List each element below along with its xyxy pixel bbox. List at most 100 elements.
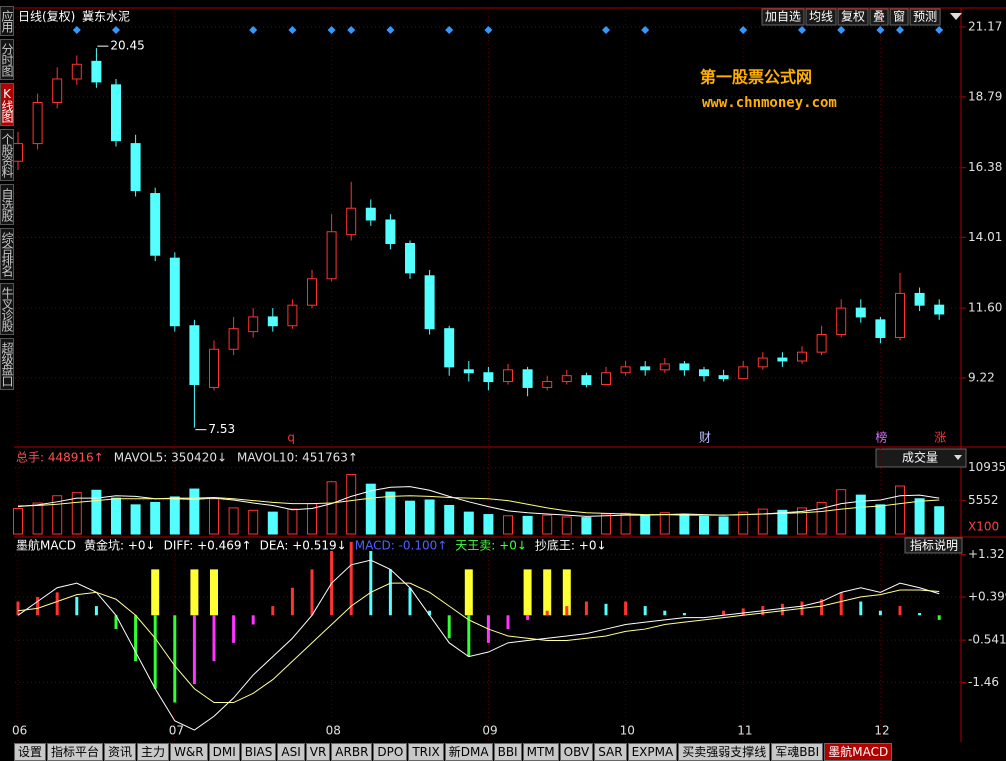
candle-body <box>542 381 553 388</box>
indicator-tab[interactable]: OBV <box>559 743 594 761</box>
sidebar-tab[interactable]: 分时图 <box>0 39 14 80</box>
indicator-tab[interactable]: BBI <box>493 743 522 761</box>
toolbar-button[interactable] <box>869 8 889 26</box>
indicator-tab[interactable]: ASI <box>277 743 305 761</box>
candle-body <box>228 328 239 350</box>
indicator-tab[interactable]: BIAS <box>240 743 277 761</box>
toolbar-button-label[interactable]: 加自选 <box>765 10 801 24</box>
signal-diamond <box>641 26 650 34</box>
menu-arrow[interactable] <box>950 13 962 20</box>
volume-bar <box>816 501 827 535</box>
signal-diamond <box>249 26 258 34</box>
indicator-tab[interactable]: 军魂BBI <box>771 743 824 761</box>
indicator-tab[interactable]: EXPMA <box>627 743 678 761</box>
volume-ma-line <box>17 486 940 517</box>
help-button-label[interactable]: 指标说明 <box>910 538 958 553</box>
volume-bar <box>836 489 847 535</box>
indicator-tab[interactable]: VR <box>305 743 331 761</box>
candle-body <box>130 143 141 192</box>
toolbar-button-label[interactable]: 叠 <box>873 10 885 24</box>
volume-bar <box>32 502 43 535</box>
toolbar-button[interactable] <box>761 8 805 26</box>
indicator-tab[interactable]: 新DMA <box>444 743 493 761</box>
volume-bar <box>71 492 82 535</box>
chart-area: 日线(复权) 冀东水泥 第一股票公式网 www.chnmoney.com 成交量… <box>12 7 1006 742</box>
sidebar-tab[interactable]: 应用 <box>0 6 14 36</box>
indicator-tab[interactable]: 买卖强弱支撑线 <box>678 743 771 761</box>
candle-body <box>620 366 631 374</box>
indicator-tab[interactable]: W&R <box>170 743 208 761</box>
volume-bar <box>189 488 200 535</box>
indicator-tab[interactable]: 指标平台 <box>47 743 104 761</box>
toolbar-button-label[interactable]: 复权 <box>841 10 865 24</box>
candle-body <box>875 319 886 338</box>
y-tick-label: 16.38 <box>968 160 1002 174</box>
volume-bar <box>13 507 23 535</box>
volume-bar <box>111 497 121 535</box>
indicator-tab[interactable]: DPO <box>373 743 408 761</box>
candle-body <box>209 348 219 388</box>
toolbar-button[interactable] <box>889 8 909 26</box>
golden-pit-bar <box>151 569 160 616</box>
candle-body <box>267 316 278 327</box>
signal-diamond <box>935 26 944 34</box>
candle-body <box>463 369 474 374</box>
golden-pit-bar <box>190 569 199 616</box>
indicator-tab[interactable]: 资讯 <box>104 743 137 761</box>
indicator-tab[interactable]: SAR <box>594 743 627 761</box>
candle-body <box>601 372 611 385</box>
candle-body <box>836 307 847 336</box>
volume-bar <box>699 515 709 535</box>
sidebar-tab[interactable]: K线图 <box>0 83 14 126</box>
toolbar-button-label[interactable]: 均线 <box>809 10 833 24</box>
signal-diamond <box>112 26 120 34</box>
candle-body <box>424 275 435 330</box>
help-button[interactable] <box>904 537 963 554</box>
dropdown-arrow[interactable] <box>954 455 962 460</box>
signal-diamond <box>837 26 846 34</box>
toolbar-button[interactable] <box>909 8 941 26</box>
toolbar-button-label[interactable]: 预测 <box>913 10 937 24</box>
signal-diamond <box>72 26 81 34</box>
indicator-tab[interactable]: 墨航MACD <box>824 743 893 761</box>
dropdown-label[interactable]: 成交量 <box>902 450 938 465</box>
unit-label: X100 <box>968 520 999 534</box>
indicator-tab[interactable]: TRIX <box>408 743 444 761</box>
candle-body <box>561 375 572 383</box>
chart-title: 日线(复权) <box>18 10 75 24</box>
signal-diamond <box>739 26 748 34</box>
volume-bar <box>424 499 435 535</box>
candle-body <box>797 351 807 362</box>
sidebar-tab[interactable]: 牛叉诊股 <box>0 283 14 335</box>
volume-bar <box>287 508 298 535</box>
indicator-tab[interactable]: 设置 <box>14 743 47 761</box>
toolbar-button-label[interactable]: 窗 <box>893 10 905 24</box>
candle-body <box>816 334 827 353</box>
volume-bar <box>522 515 533 535</box>
volume-ma-line <box>17 495 940 516</box>
sidebar-tab[interactable]: 超级盘口 <box>0 338 14 390</box>
event-marker: 榜 <box>875 430 887 445</box>
sidebar-tab[interactable]: 自选股 <box>0 184 14 225</box>
sidebar-tab[interactable]: 综合排名 <box>0 228 14 280</box>
indicator-tab[interactable]: 主力 <box>137 743 170 761</box>
y-tick-label: 10935 <box>968 460 1006 474</box>
indicator-tab[interactable]: MTM <box>522 743 559 761</box>
volume-bar <box>209 498 219 535</box>
toolbar-button[interactable] <box>805 8 837 26</box>
volume-bar <box>581 517 592 535</box>
indicator-tab[interactable]: ARBR <box>331 743 373 761</box>
y-tick-label: -0.541 <box>968 633 1006 647</box>
volume-bar <box>640 515 651 535</box>
indicator-dropdown[interactable] <box>875 448 967 468</box>
volume-bar <box>659 512 670 535</box>
volume-bar <box>346 473 357 535</box>
y-tick-label: 21.17 <box>968 19 1002 33</box>
x-tick-label: 09 <box>482 724 497 738</box>
toolbar-button[interactable] <box>837 8 869 26</box>
indicator-tab[interactable]: DMI <box>208 743 240 761</box>
volume-bar <box>620 512 631 535</box>
sidebar-tab[interactable]: 个股资料 <box>0 129 14 181</box>
x-tick-label: 07 <box>169 724 184 738</box>
volume-bar <box>365 483 376 535</box>
